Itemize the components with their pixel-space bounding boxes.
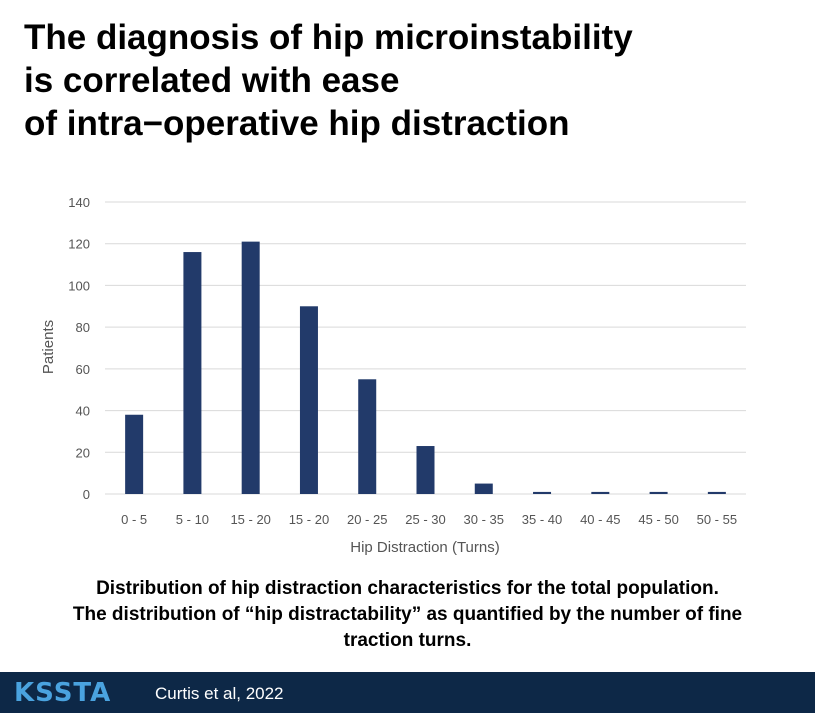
y-tick-label: 20 — [76, 445, 90, 460]
y-tick-label: 40 — [76, 404, 90, 419]
x-tick-label: 35 - 40 — [522, 512, 562, 527]
journal-logo: KSSTA — [14, 678, 112, 708]
bar — [649, 491, 668, 494]
bar — [241, 241, 260, 494]
slide-title: The diagnosis of hip microinstability is… — [24, 16, 633, 145]
bar — [299, 306, 318, 494]
x-tick-label: 45 - 50 — [638, 512, 678, 527]
title-line-3: of intra−operative hip distraction — [24, 104, 570, 143]
x-tick-label: 50 - 55 — [697, 512, 737, 527]
x-tick-label: 15 - 20 — [289, 512, 329, 527]
bars — [125, 241, 726, 494]
x-tick-label: 30 - 35 — [464, 512, 504, 527]
y-tick-label: 120 — [68, 237, 90, 252]
x-tick-label: 5 - 10 — [176, 512, 209, 527]
bar — [416, 446, 435, 494]
title-line-1: The diagnosis of hip microinstability — [24, 18, 633, 57]
x-tick-label: 25 - 30 — [405, 512, 445, 527]
x-axis-ticks: 0 - 5 5 - 10 15 - 20 15 - 20 20 - 25 25 - 30 3… — [121, 512, 737, 527]
y-tick-label: 140 — [68, 195, 90, 210]
figure-caption: Distribution of hip distraction characte… — [0, 576, 815, 654]
x-tick-label: 0 - 5 — [121, 512, 147, 527]
x-tick-label: 20 - 25 — [347, 512, 387, 527]
x-axis-label: Hip Distraction (Turns) — [350, 539, 499, 556]
y-tick-label: 80 — [76, 320, 90, 335]
y-tick-label: 60 — [76, 362, 90, 377]
x-tick-label: 15 - 20 — [230, 512, 270, 527]
caption-line-3: traction turns. — [343, 630, 472, 651]
y-tick-label: 100 — [68, 278, 90, 293]
bar — [358, 379, 377, 494]
bar — [125, 414, 144, 494]
bar — [707, 491, 726, 494]
grid-lines — [105, 201, 746, 495]
y-axis-ticks: 0 20 40 60 80 100 120 140 — [68, 195, 90, 502]
y-axis-label: Patients — [40, 320, 57, 374]
bar-chart: 0 20 40 60 80 100 120 140 0 - 5 5 - 10 15 - 20 15 … — [40, 195, 746, 556]
title-line-2: is correlated with ease — [24, 61, 400, 100]
y-tick-label: 0 — [83, 487, 90, 502]
bar — [474, 483, 493, 494]
caption-line-2: The distribution of “hip distractability… — [72, 604, 743, 625]
bar — [591, 491, 610, 494]
x-tick-label: 40 - 45 — [580, 512, 620, 527]
bar — [183, 252, 202, 494]
footer-bar: KSSTA Curtis et al, 2022 — [0, 672, 815, 713]
bar — [533, 491, 552, 494]
citation: Curtis et al, 2022 — [155, 684, 284, 703]
caption-line-1: Distribution of hip distraction characte… — [96, 578, 719, 599]
